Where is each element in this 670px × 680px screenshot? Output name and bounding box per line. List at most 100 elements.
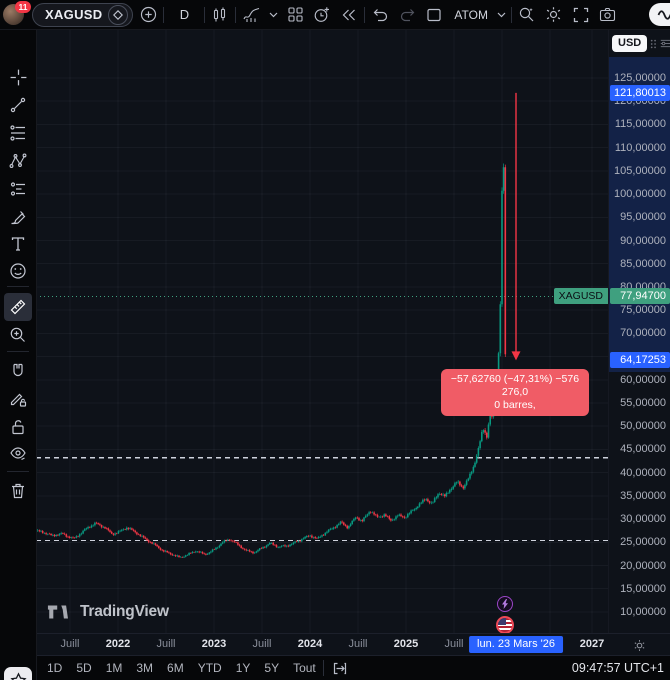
range-button-6m[interactable]: 6M [167,661,184,675]
price-tick-label: 85,00000 [620,257,666,270]
measure-tooltip-line1: −57,62760 (−47,31%) −576 276,0 [450,373,580,398]
symbol-name: XAGUSD [45,7,103,22]
price-chart-canvas[interactable] [36,30,608,633]
range-button-5d[interactable]: 5D [76,661,92,675]
quick-search-icon[interactable] [515,3,539,27]
price-tick-label: 70,00000 [620,327,666,340]
price-tick-label: 90,00000 [620,234,666,247]
toolbar-divider [364,6,366,23]
projection-tool-icon[interactable] [4,175,32,203]
chart-area[interactable]: XAGUSD −57,62760 (−47,31%) −576 276,0 0 … [36,30,608,634]
symbol-search-button[interactable]: XAGUSD [32,2,134,27]
user-menu-button[interactable]: 11 [3,0,31,27]
settings-gear-icon[interactable] [542,3,566,27]
price-tick-label: 15,00000 [620,582,666,595]
price-tick-label: 110,00000 [614,141,666,154]
favorites-star-button[interactable] [4,667,32,680]
bottom-toolbar: 1D 5D 1M 3M 6M YTD 1Y 5Y Tout 09:47:57 UTC+1 [36,655,670,680]
axis-settings-gear-icon[interactable] [633,639,646,652]
hide-drawings-tool-icon[interactable] [4,440,32,468]
chevron-down-icon[interactable] [496,3,508,27]
time-tick-label: 2027 [579,638,605,650]
xabcd-pattern-tool-icon[interactable] [4,147,32,175]
price-tick-label: 40,00000 [620,466,666,479]
price-tick-label: 30,00000 [620,513,666,526]
notification-badge: 11 [15,0,31,13]
price-tick-label: 55,00000 [620,397,666,409]
range-button-1m[interactable]: 1M [105,661,123,675]
top-toolbar: 11 XAGUSD D [0,0,670,30]
fib-retracement-tool-icon[interactable] [4,119,32,147]
price-scale-settings-icon[interactable] [660,37,670,50]
axis-settings-corner[interactable] [608,633,670,656]
unlock-all-tool-icon[interactable] [4,413,32,441]
price-tick-label: 75,00000 [620,304,666,317]
emoji-tool-icon[interactable] [4,257,32,285]
event-lightning-badge[interactable] [497,596,513,612]
time-tick-label: Juill [60,638,80,650]
chart-style-candles-icon[interactable] [208,3,232,27]
toolbar-divider [204,6,206,23]
magnet-tool-icon[interactable] [4,357,32,385]
price-tick-label: 60,00000 [620,373,666,386]
fullscreen-icon[interactable] [569,3,593,27]
price-tick-label: 50,00000 [620,420,666,433]
go-to-date-icon[interactable] [328,656,352,680]
tradingview-logo-icon [47,605,68,619]
toolbar-divider [510,6,512,23]
price-axis[interactable]: 125,00000 120,00000 115,00000 110,00000 105,… [608,30,670,633]
range-button-1d[interactable]: 1D [47,661,63,675]
remove-objects-tool-icon[interactable] [4,477,32,505]
undo-button[interactable] [368,3,392,27]
chevron-down-icon[interactable] [266,3,280,27]
redo-button[interactable] [395,3,419,27]
diamond-icon [108,4,129,25]
clock[interactable]: 09:47:57 UTC+1 [571,661,664,675]
replay-icon[interactable] [337,3,361,27]
time-tick-label: Juill [252,638,272,650]
layout-single-icon[interactable] [422,3,446,27]
range-button-container: 1D 5D 1M 3M 6M YTD 1Y 5Y Tout [40,659,323,677]
crosshair-tool-icon[interactable] [4,63,32,91]
text-tool-icon[interactable] [4,230,32,258]
drawing-toolbar [0,30,37,680]
compare-add-symbol-button[interactable] [136,3,160,27]
snapshot-camera-icon[interactable] [596,3,620,27]
time-tick-label: 2025 [393,638,419,650]
selected-date-label: lun. 23 Mars '26 [469,636,563,653]
price-tick-label: 10,00000 [620,605,666,618]
range-button-3m[interactable]: 3M [136,661,154,675]
range-button-tout[interactable]: Tout [293,661,316,675]
currency-toggle-button[interactable]: USD [612,35,648,52]
last-price-label: 77,94700 [610,288,670,305]
publish-button[interactable] [649,3,670,26]
time-tick-label: Juill [444,638,464,650]
range-button-5y[interactable]: 5Y [264,661,280,675]
indicators-icon[interactable] [239,3,263,27]
interval-button[interactable]: D [179,7,190,22]
drawing-lock-tool-icon[interactable] [4,385,32,413]
trend-line-tool-icon[interactable] [4,91,32,119]
watermark-brand: TradingView [80,603,169,620]
layout-grid-icon[interactable] [283,3,307,27]
layout-name-dropdown[interactable]: ATOM [454,7,488,22]
price-tick-label: 45,00000 [620,443,666,456]
alert-plus-icon[interactable] [310,3,334,27]
range-button-ytd[interactable]: YTD [197,661,222,675]
toolbar-divider [235,6,237,23]
brush-tool-icon[interactable] [4,203,32,231]
price-tick-label: 35,00000 [620,489,666,502]
range-button-1y[interactable]: 1Y [235,661,251,675]
measure-tooltip: −57,62760 (−47,31%) −576 276,0 0 barres, [441,369,589,416]
measure-tool-icon[interactable] [4,293,32,321]
event-us-flag-badge[interactable] [496,616,514,634]
drag-handle-dots-icon[interactable] [650,38,657,50]
zoom-in-tool-icon[interactable] [4,321,32,349]
price-tick-label: 100,00000 [614,188,666,201]
time-tick-label: 2022 [105,638,131,650]
time-axis[interactable]: Juill 2022 Juill 2023 Juill 2024 Juill 2025 Juil… [36,633,608,656]
price-axis-header: USD [609,30,670,57]
time-tick-label: 2024 [297,638,323,650]
measure-end-price-label: 64,17253 [610,352,670,369]
